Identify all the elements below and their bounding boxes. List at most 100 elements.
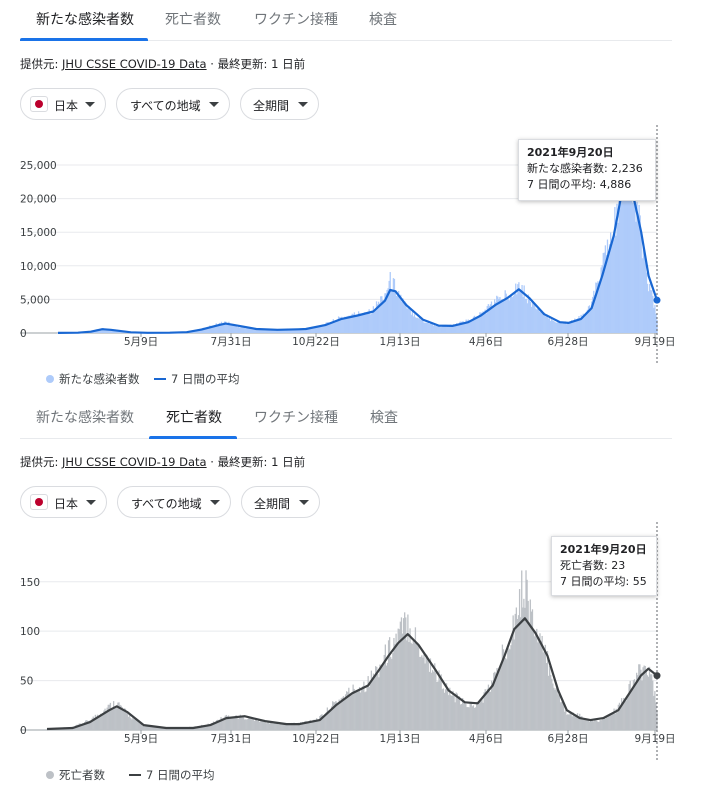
daily-bar <box>573 322 575 333</box>
daily-bar <box>206 724 208 730</box>
daily-bar <box>497 296 499 333</box>
daily-bar <box>383 301 385 333</box>
cases-legend: 新たな感染者数 7 日間の平均 <box>46 371 286 387</box>
tab-new-cases[interactable]: 新たな感染者数 <box>36 410 134 426</box>
region-filter[interactable]: すべての地域 <box>116 88 230 120</box>
daily-bar <box>529 599 531 730</box>
daily-bar <box>414 317 417 333</box>
tab-vaccinations[interactable]: ワクチン接種 <box>254 12 338 28</box>
daily-bar <box>479 700 481 730</box>
daily-bar <box>275 722 277 730</box>
daily-bar <box>586 309 589 333</box>
daily-bar <box>100 713 102 730</box>
daily-bar <box>79 723 81 730</box>
daily-bar <box>420 656 422 730</box>
daily-bar <box>630 688 632 730</box>
daily-bar <box>441 689 443 730</box>
daily-bar <box>416 642 419 730</box>
daily-bar <box>341 697 344 730</box>
daily-bar <box>386 289 388 333</box>
daily-bar <box>264 721 266 730</box>
daily-bar <box>548 315 551 333</box>
cases-chart[interactable]: 25,000 20,000 15,000 10,000 5,000 0 5月9日 7月31日 1… <box>0 0 713 398</box>
daily-bar <box>585 719 587 730</box>
daily-bar <box>470 320 473 333</box>
daily-bar <box>265 723 267 730</box>
daily-bar <box>246 719 248 730</box>
daily-bar <box>110 330 112 333</box>
tab-new-cases[interactable]: 新たな感染者数 <box>36 12 134 28</box>
tab-tests[interactable]: 検査 <box>369 12 397 28</box>
daily-bar <box>317 327 320 333</box>
last-updated: 最終更新: 1 日前 <box>217 57 306 71</box>
daily-bar <box>467 707 469 730</box>
daily-bar <box>286 328 288 333</box>
daily-bar <box>530 611 533 730</box>
daily-bar <box>575 320 577 333</box>
daily-bar <box>597 281 599 333</box>
tab-vaccinations[interactable]: ワクチン接種 <box>254 410 338 426</box>
daily-bar <box>219 719 221 730</box>
region-filter[interactable]: すべての地域 <box>117 486 231 518</box>
daily-bar <box>525 298 527 333</box>
daily-bar <box>240 326 243 333</box>
country-filter[interactable]: 日本 <box>20 486 107 518</box>
daily-bar <box>280 724 282 730</box>
daily-bar <box>578 716 580 730</box>
daily-bar <box>284 723 287 730</box>
daily-bar <box>387 288 389 333</box>
daily-bar <box>484 689 486 730</box>
tab-tests[interactable]: 検査 <box>370 410 398 426</box>
daily-bar <box>321 325 323 333</box>
daily-bar <box>508 300 511 333</box>
daily-bar <box>451 695 453 730</box>
daily-bar <box>401 301 403 333</box>
daily-bar <box>554 321 556 333</box>
daily-bar <box>98 329 100 333</box>
daily-bar <box>500 665 502 730</box>
daily-bar <box>496 295 498 333</box>
daily-bar <box>495 302 497 333</box>
daily-bar <box>323 715 325 730</box>
caret-down-icon <box>299 500 309 505</box>
daily-bar <box>559 322 561 333</box>
daily-bar <box>407 306 409 333</box>
country-filter[interactable]: 日本 <box>20 88 106 120</box>
deaths-chart[interactable]: 150 100 50 0 5月9日 7月31日 10月22日 1月13日 4月6日 6月28日 9月… <box>0 398 713 797</box>
daily-bar <box>404 612 406 730</box>
daily-bar <box>234 717 236 730</box>
daily-bar <box>315 325 318 333</box>
daily-bar <box>598 285 600 333</box>
daily-bar <box>551 678 553 730</box>
daily-bar <box>97 716 100 730</box>
y-tick-label: 100 <box>20 626 40 638</box>
daily-bar <box>643 251 646 333</box>
daily-bar <box>526 579 528 730</box>
daily-bar <box>419 656 421 730</box>
legend-bars-label: 新たな感染者数 <box>59 372 140 386</box>
tab-deaths[interactable]: 死亡者数 <box>166 410 222 426</box>
source-link[interactable]: JHU CSSE COVID-19 Data <box>62 455 207 469</box>
daily-bar <box>542 652 544 730</box>
tab-deaths[interactable]: 死亡者数 <box>165 12 221 28</box>
daily-bar <box>292 328 294 333</box>
daily-bar <box>118 702 120 730</box>
daily-bar <box>222 322 225 333</box>
daily-bar <box>103 710 105 730</box>
daily-bar <box>427 659 429 730</box>
period-filter[interactable]: 全期間 <box>241 486 320 518</box>
daily-bar <box>389 272 391 333</box>
daily-bar <box>292 723 294 730</box>
source-link[interactable]: JHU CSSE COVID-19 Data <box>62 57 207 71</box>
daily-bar <box>267 721 269 730</box>
daily-bar <box>247 327 249 333</box>
daily-bar <box>145 726 147 730</box>
daily-bar <box>347 316 349 333</box>
daily-bar <box>86 720 88 730</box>
daily-bar <box>425 654 427 730</box>
daily-bar <box>410 314 412 333</box>
daily-bar <box>141 725 144 730</box>
x-tick-label: 4月6日 <box>469 336 503 348</box>
daily-bar <box>593 721 595 730</box>
period-filter[interactable]: 全期間 <box>240 88 319 120</box>
